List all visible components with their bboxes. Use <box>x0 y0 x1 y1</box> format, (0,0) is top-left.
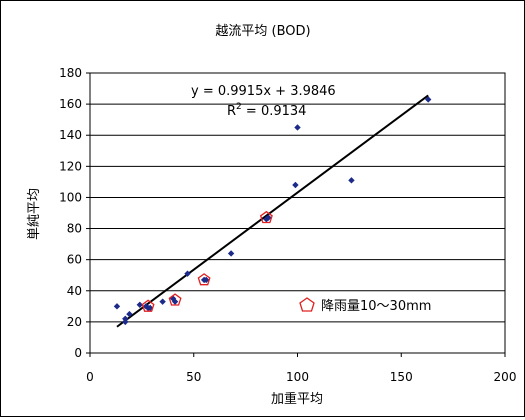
highlight-point <box>259 210 273 224</box>
x-tick-label: 200 <box>494 370 517 384</box>
legend: 降雨量10～30mm <box>299 297 431 314</box>
legend-label: 降雨量10～30mm <box>321 299 431 314</box>
data-point <box>184 270 191 277</box>
y-tick-label: 120 <box>59 159 82 173</box>
trendline-equation: y = 0.9915x + 3.9846 <box>191 84 336 99</box>
x-tick-label: 0 <box>86 370 94 384</box>
y-tick-label: 40 <box>67 284 82 298</box>
data-point <box>348 177 355 184</box>
x-tick-label: 150 <box>390 370 413 384</box>
data-point <box>122 315 129 322</box>
chart-title: 越流平均 (BOD) <box>215 24 310 39</box>
y-tick-label: 0 <box>74 346 82 360</box>
trendline-r2: R2 = 0.9134 <box>227 102 306 119</box>
y-axis-label: 単純平均 <box>26 188 42 240</box>
data-point <box>227 250 235 257</box>
data-point <box>425 96 432 103</box>
y-tick-label: 100 <box>59 190 82 204</box>
data-point <box>126 310 133 318</box>
y-tick-label: 20 <box>67 315 82 329</box>
y-tick-label: 160 <box>59 97 82 111</box>
x-tick-label: 50 <box>186 370 201 384</box>
plot-area <box>89 72 506 354</box>
r2-base: R <box>227 104 236 119</box>
data-point <box>292 181 299 189</box>
plot-border <box>89 72 506 354</box>
highlight-point <box>197 273 211 286</box>
y-tick-label: 80 <box>67 222 82 236</box>
y-tick-label: 140 <box>59 128 82 142</box>
x-axis-ticks: 0 50 100 150 200 <box>86 353 516 384</box>
y-tick-label: 60 <box>67 253 82 267</box>
data-point <box>171 298 179 305</box>
data-point <box>113 303 121 310</box>
data-point <box>203 276 210 284</box>
data-point <box>136 301 143 308</box>
legend-pentagon-marker <box>299 297 315 312</box>
y-axis-ticks: 0 20 40 60 80 100 120 140 160 180 <box>59 66 90 360</box>
data-point <box>159 298 166 305</box>
x-tick-label: 100 <box>286 370 309 384</box>
highlight-point <box>168 293 182 306</box>
r2-superscript: 2 <box>236 102 242 112</box>
r2-value: = 0.9134 <box>242 104 307 119</box>
trendline-layer <box>116 94 429 328</box>
highlight-point <box>141 299 155 312</box>
trendline <box>116 94 429 328</box>
data-point <box>294 124 301 131</box>
data-point <box>265 214 272 221</box>
points-layer <box>113 96 432 326</box>
y-tick-label: 180 <box>59 66 82 80</box>
x-axis-label: 加重平均 <box>271 391 323 407</box>
